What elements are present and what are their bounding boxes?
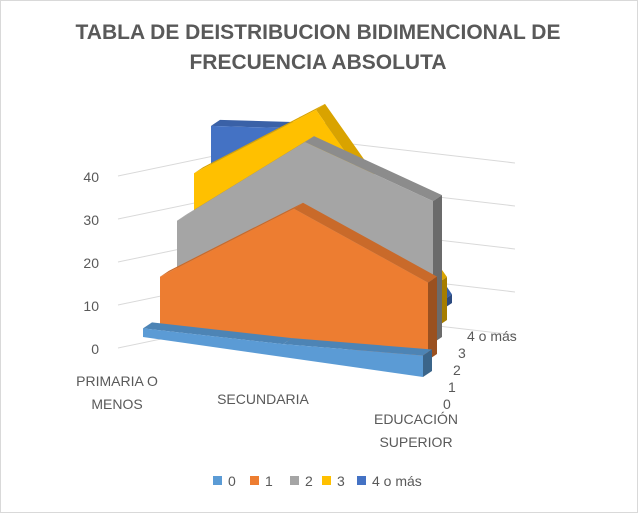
legend-swatch	[213, 476, 222, 485]
depth-tick-label: 4 o más	[467, 328, 517, 344]
y-tick-label: 10	[83, 298, 99, 314]
series-top-surface	[194, 103, 325, 174]
chart-title-line-1: TABLA DE DEISTRIBUCION BIDIMENCIONAL DE	[75, 21, 561, 44]
series-top-surface	[305, 136, 442, 202]
legend-label: 0	[228, 473, 236, 489]
legend-label: 4 o más	[372, 473, 422, 489]
series-top-surface	[294, 202, 437, 283]
series-front-face	[160, 208, 428, 360]
series-1	[159, 202, 437, 360]
depth-tick-label: 2	[453, 362, 461, 378]
legend-swatch	[250, 476, 259, 485]
category-label: PRIMARIA O	[76, 373, 158, 389]
y-tick-label: 30	[83, 212, 99, 228]
chart-title: TABLA DE DEISTRIBUCION BIDIMENCIONAL DE …	[0, 18, 636, 78]
vertical-axis: 0 10 20 30 40	[83, 169, 99, 357]
series-top-surface	[143, 322, 292, 345]
chart-title-line-2: FRECUENCIA ABSOLUTA	[189, 51, 447, 74]
legend-swatch	[290, 476, 299, 485]
series-top-surface	[177, 136, 314, 221]
legend-label: 3	[337, 473, 345, 489]
category-label: SUPERIOR	[379, 434, 452, 450]
y-tick-label: 20	[83, 255, 99, 271]
legend-swatch	[357, 476, 366, 485]
series-top-surface	[283, 338, 432, 356]
depth-tick-label: 1	[448, 379, 456, 395]
series-front-face	[143, 328, 423, 377]
y-tick-label: 0	[91, 341, 99, 357]
category-label: SECUNDARIA	[217, 391, 309, 407]
legend-label: 1	[265, 473, 273, 489]
series-end-cap	[428, 276, 437, 360]
category-label: MENOS	[91, 396, 142, 412]
legend-label: 2	[305, 473, 313, 489]
series-top-surface	[160, 202, 303, 277]
series-end-cap	[423, 349, 432, 377]
legend-swatch	[322, 476, 331, 485]
legend: 0 1 2 3 4 o más	[213, 473, 422, 489]
depth-tick-label: 3	[458, 345, 466, 361]
category-axis: PRIMARIA O MENOS SECUNDARIA EDUCACIÓN SUPERI…	[76, 373, 458, 450]
y-tick-label: 40	[83, 169, 99, 185]
depth-tick-label: 0	[443, 396, 451, 412]
series-layer	[142, 103, 452, 377]
category-label: EDUCACIÓN	[374, 411, 458, 427]
series-0	[142, 322, 432, 377]
